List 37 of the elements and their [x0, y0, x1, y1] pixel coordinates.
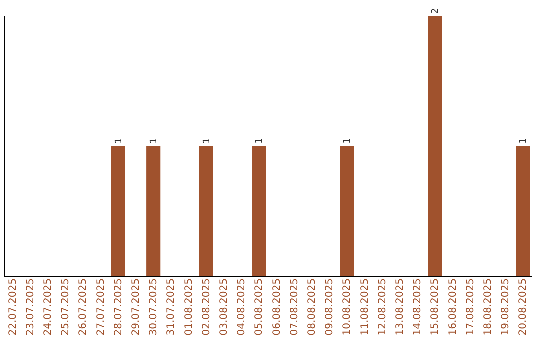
x-tick-label: 20.08.2025: [518, 278, 530, 336]
x-tick-label: 28.07.2025: [113, 278, 124, 336]
data-label: 1: [255, 138, 266, 144]
data-label: 1: [519, 138, 530, 144]
x-tick-label: 13.08.2025: [395, 278, 406, 336]
x-tick-label: 07.08.2025: [289, 278, 300, 336]
x-tick-label: 18.08.2025: [483, 278, 494, 336]
x-tick-label: 16.08.2025: [448, 278, 459, 336]
data-label: 2: [431, 8, 442, 14]
x-tick-label: 22.07.2025: [8, 278, 19, 336]
x-tick-label: 17.08.2025: [465, 278, 476, 336]
x-tick-label: 29.07.2025: [131, 278, 142, 336]
data-label: 1: [150, 138, 160, 144]
data-label: 1: [343, 138, 354, 144]
x-tick-label: 11.08.2025: [360, 278, 371, 336]
x-tick-label: 02.08.2025: [201, 278, 212, 336]
x-tick-label: 03.08.2025: [219, 278, 230, 336]
x-tick-label: 01.08.2025: [184, 278, 195, 336]
x-tick-label: 06.08.2025: [272, 278, 283, 336]
x-tick-label: 14.08.2025: [412, 278, 424, 336]
data-label: 1: [202, 138, 212, 144]
x-tick-label: 15.08.2025: [430, 278, 442, 336]
x-tick-label: 12.08.2025: [377, 278, 388, 336]
data-label: 1: [114, 138, 124, 144]
x-tick-label: 30.07.2025: [148, 278, 160, 336]
x-tick-label: 24.07.2025: [43, 278, 54, 336]
x-tick-label: 31.07.2025: [166, 278, 178, 336]
x-tick-label: 04.08.2025: [236, 278, 248, 336]
x-tick-label: 05.08.2025: [254, 278, 266, 336]
x-tick-label: 08.08.2025: [307, 278, 318, 336]
x-tick-label: 26.07.2025: [78, 278, 90, 336]
x-tick-label: 10.08.2025: [342, 278, 354, 336]
x-tick-label: 27.07.2025: [96, 278, 107, 336]
x-tick-label: 23.07.2025: [25, 278, 36, 336]
x-tick-label: 19.08.2025: [500, 278, 512, 336]
x-tick-label: 25.07.2025: [60, 278, 72, 336]
x-tick-label: 09.08.2025: [324, 278, 336, 336]
